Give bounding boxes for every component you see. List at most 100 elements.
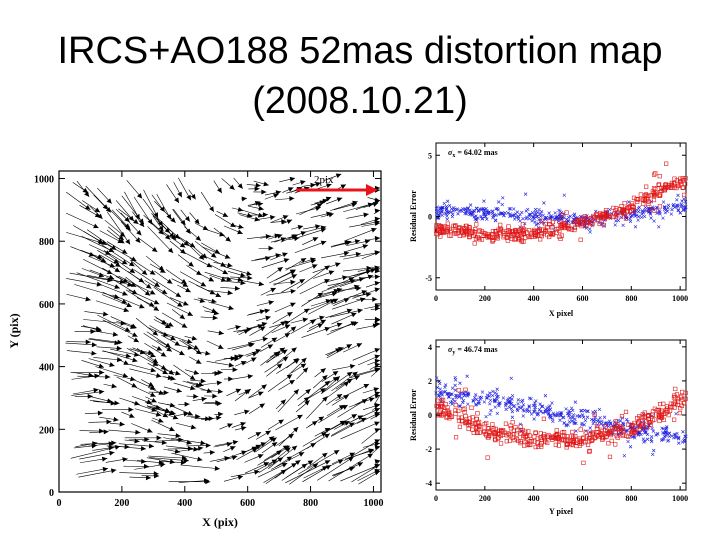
residual-x-point [450, 400, 454, 404]
quiver-arrow-head [254, 186, 260, 192]
residual-x-point [521, 403, 526, 407]
quiver-arrow-head [109, 262, 116, 268]
quiver-arrow-head [346, 308, 353, 314]
quiver-arrow-head [170, 410, 176, 416]
sigma-y-symbol: σ [448, 345, 453, 354]
residual-x-point [447, 395, 451, 399]
quiver-arrow-head [189, 242, 196, 248]
residual-x-point [471, 398, 475, 403]
residual-x-point [598, 416, 602, 420]
residual-x-point [681, 204, 685, 209]
sigma-x-symbol: σ [448, 148, 453, 157]
residual-square-point [486, 234, 491, 239]
quiver-arrow-head [324, 433, 330, 439]
residual-x-point [465, 394, 470, 398]
quiver-arrow-head [217, 370, 223, 376]
quiver-ytick-label: 800 [39, 237, 54, 248]
residual-square-point [447, 409, 452, 415]
quiver-xtick-label: 1000 [363, 498, 383, 509]
quiver-arrow-head [335, 348, 341, 353]
residual-square-point [438, 234, 443, 239]
residual-square-point [529, 231, 534, 236]
residual-x-point [562, 212, 566, 216]
quiver-arrow-head [115, 262, 121, 267]
residual-x-point [480, 207, 484, 211]
quiver-arrow-head [217, 411, 224, 417]
quiver-arrow-head [212, 393, 218, 399]
residual-square-point [501, 429, 506, 434]
residual-square-point [651, 186, 657, 191]
residual-square-point [590, 431, 595, 436]
residual-xtick-label: 600 [576, 494, 588, 503]
quiver-arrow-head [280, 237, 287, 242]
quiver-arrow-head [175, 370, 181, 376]
quiver-arrow-head [200, 378, 206, 384]
residual-x-point [640, 209, 645, 213]
quiver-arrow-head [98, 389, 105, 395]
residual-square-point [651, 197, 657, 203]
x-residual-ylabel: Residual Error [409, 190, 418, 242]
residual-square-point [469, 230, 474, 235]
residual-square-point [566, 226, 571, 231]
quiver-arrow [102, 241, 137, 262]
residual-x-point [601, 423, 606, 427]
residual-square-point [493, 431, 498, 436]
residual-square-point [645, 425, 650, 430]
quiver-arrow-head [125, 238, 131, 245]
residual-square-point [606, 431, 611, 436]
residual-square-point [595, 423, 600, 429]
quiver-arrow-head [374, 267, 380, 273]
quiver-arrow-head [108, 441, 114, 447]
residual-square-point [585, 442, 591, 448]
quiver-arrow [344, 449, 375, 460]
quiver-arrow-head [335, 173, 342, 179]
residual-x-point [453, 388, 458, 392]
quiver-arrow [148, 455, 188, 459]
residual-square-point [595, 211, 600, 217]
quiver-arrow-head [174, 233, 180, 239]
residual-x-point [677, 441, 681, 445]
quiver-arrow [321, 371, 353, 394]
residual-square-point [485, 455, 490, 460]
residual-x-point [561, 415, 565, 419]
residual-square-point [567, 227, 572, 232]
quiver-arrow-head [257, 201, 264, 207]
quiver-arrow-head [281, 349, 288, 355]
residual-square-point [630, 430, 635, 435]
quiver-arrow-head [110, 245, 117, 250]
quiver-arrow-head [169, 459, 175, 465]
residual-square-point [638, 192, 643, 197]
residual-x-point [505, 398, 510, 403]
residual-square-point [648, 422, 653, 427]
residual-x-point [440, 393, 445, 397]
quiver-arrow-head [166, 278, 173, 284]
quiver-arrow-head [147, 349, 154, 355]
quiver-arrow-head [374, 208, 380, 214]
residual-x-point [453, 399, 457, 404]
residual-square-point [538, 431, 543, 436]
residual-square-point [539, 218, 544, 223]
residual-square-point [564, 445, 569, 450]
residual-square-point [683, 396, 688, 401]
residual-x-point [587, 227, 592, 231]
residual-x-point [508, 402, 513, 407]
residual-square-point [564, 437, 569, 442]
residual-x-point [502, 213, 506, 218]
quiver-arrow-head [172, 414, 179, 420]
quiver-arrow-head [232, 367, 238, 373]
residual-x-point [485, 396, 489, 400]
residual-x-point [434, 376, 439, 380]
residual-square-point [570, 429, 575, 435]
residual-x-point [635, 213, 639, 218]
residual-x-point [490, 393, 495, 398]
quiver-arrow [77, 375, 111, 378]
residual-square-point [637, 427, 643, 432]
residual-x-point [491, 389, 495, 394]
quiver-arrow-head [135, 213, 140, 220]
quiver-arrow [81, 236, 115, 253]
quiver-arrow-head [284, 324, 291, 330]
residual-square-point [510, 420, 515, 425]
residual-x-point [548, 404, 552, 408]
quiver-arrow-head [262, 336, 268, 342]
residual-square-point [652, 208, 657, 213]
